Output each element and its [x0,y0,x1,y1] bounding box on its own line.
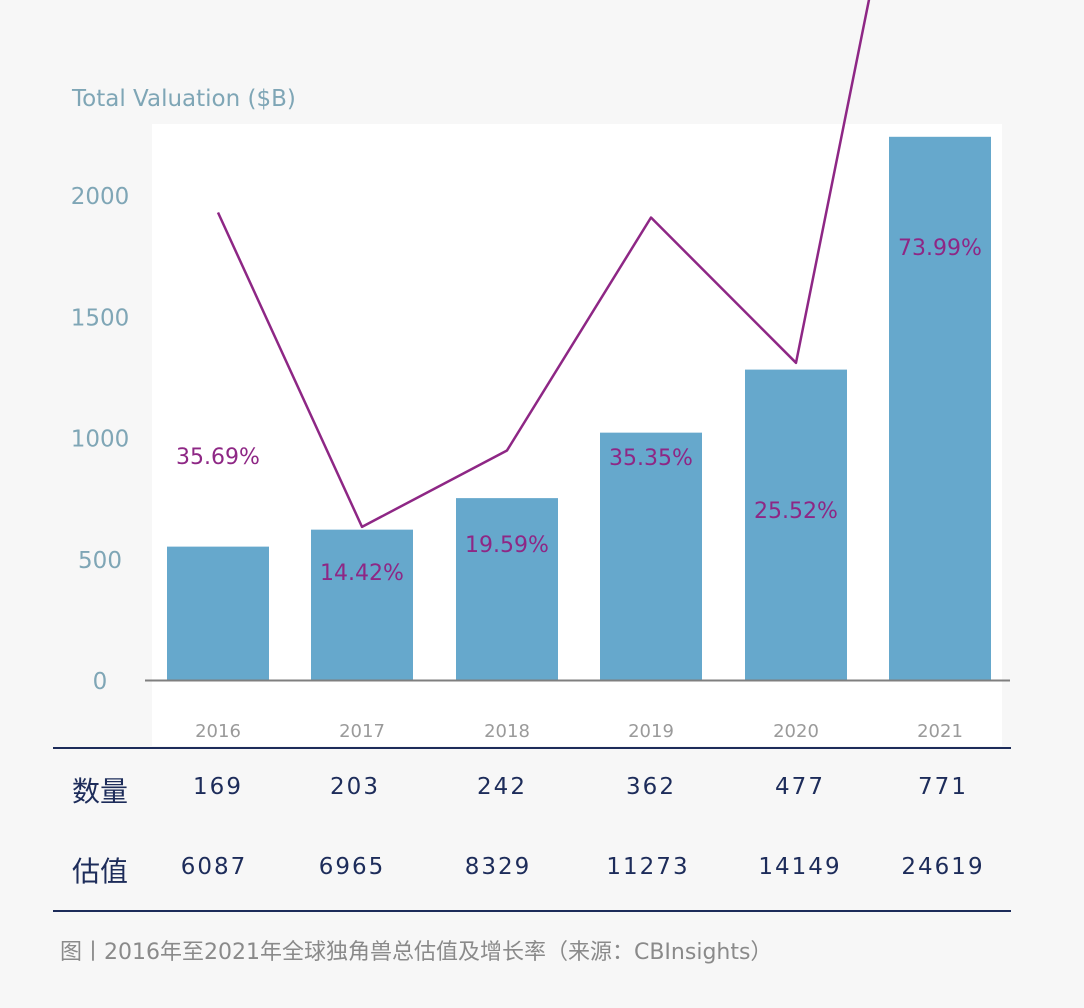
growth-label-2018: 19.59% [465,533,549,558]
y-tick-label-500: 500 [78,548,122,574]
row-label-valuation: 估值 [72,855,129,888]
table-top-rule [53,747,1011,749]
x-tick-label-2020: 2020 [773,721,819,742]
valuation-cell-2021: 24619 [901,854,985,880]
y-tick-label-1500: 1500 [71,305,130,331]
x-tick-label-2016: 2016 [195,721,241,742]
bar-2016 [167,546,269,680]
count-cell-2017: 203 [330,774,380,800]
y-tick-label-1000: 1000 [71,427,130,453]
x-tick-label-2017: 2017 [339,721,385,742]
y-tick-label-2000: 2000 [71,184,130,210]
chart-svg: 0 500 1000 1500 2000 2016 2017 2018 2019 2020 2021… [71,0,1010,742]
plot-area [152,124,1002,746]
valuation-cell-2020: 14149 [758,854,842,880]
growth-label-2020: 25.52% [754,499,838,524]
valuation-cell-2019: 11273 [606,854,690,880]
count-cell-2016: 169 [193,774,243,800]
growth-label-2016: 35.69% [176,445,260,470]
growth-label-2017: 14.42% [320,561,404,586]
bar-2020 [745,369,847,680]
count-cell-2021: 771 [918,774,968,800]
bar-2018 [456,498,558,680]
count-cell-2019: 362 [626,774,676,800]
valuation-cell-2017: 6965 [318,854,386,880]
x-tick-label-2021: 2021 [917,721,963,742]
valuation-cell-2016: 6087 [180,854,248,880]
y-tick-label-0: 0 [93,669,108,695]
table-bottom-rule [53,910,1011,912]
growth-rate-line [216,0,871,529]
bar-2021 [889,136,991,681]
count-cell-2020: 477 [775,774,825,800]
count-cell-2018: 242 [477,774,527,800]
bar-2017 [311,529,413,680]
y-axis-title: Total Valuation ($B) [72,86,296,112]
valuation-cell-2018: 8329 [464,854,532,880]
growth-label-2019: 35.35% [609,446,693,471]
x-tick-label-2018: 2018 [484,721,530,742]
row-label-count: 数量 [72,775,129,808]
figure-caption: 图丨2016年至2021年全球独角兽总估值及增长率（来源：CBInsights） [60,940,773,965]
bar-2019 [600,432,702,680]
x-tick-label-2019: 2019 [628,721,674,742]
growth-label-2021: 73.99% [898,236,982,261]
